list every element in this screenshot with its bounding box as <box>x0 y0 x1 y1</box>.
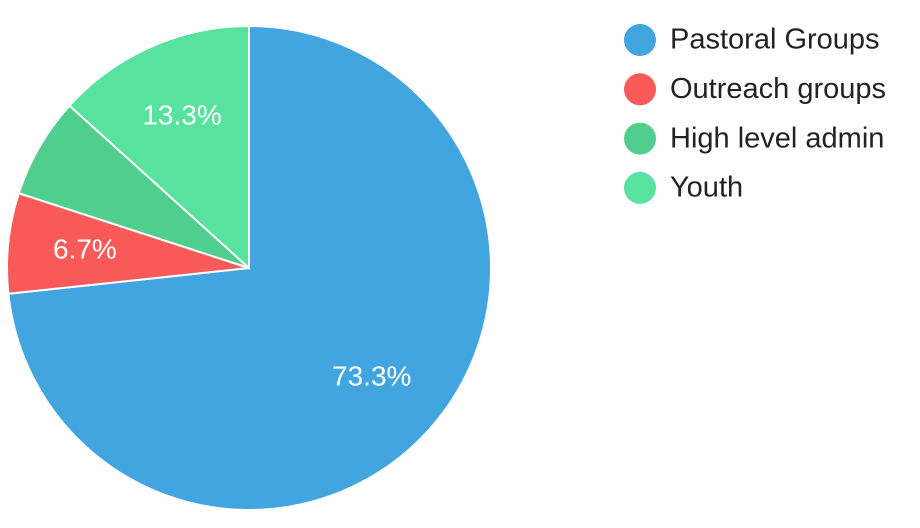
legend-swatch <box>624 122 656 155</box>
legend-label: Pastoral Groups <box>670 24 880 56</box>
slice-label: 13.3% <box>142 100 221 131</box>
legend-swatch <box>624 73 656 106</box>
pie-slice <box>68 24 250 271</box>
slice-label: 6.7% <box>53 233 117 264</box>
legend-label: High level admin <box>670 122 884 154</box>
legend-swatch <box>624 24 656 56</box>
legend-swatch <box>624 171 656 204</box>
legend-label: Youth <box>670 172 743 204</box>
slice-label: 73.3% <box>332 361 411 392</box>
legend-label: Outreach groups <box>670 73 886 105</box>
